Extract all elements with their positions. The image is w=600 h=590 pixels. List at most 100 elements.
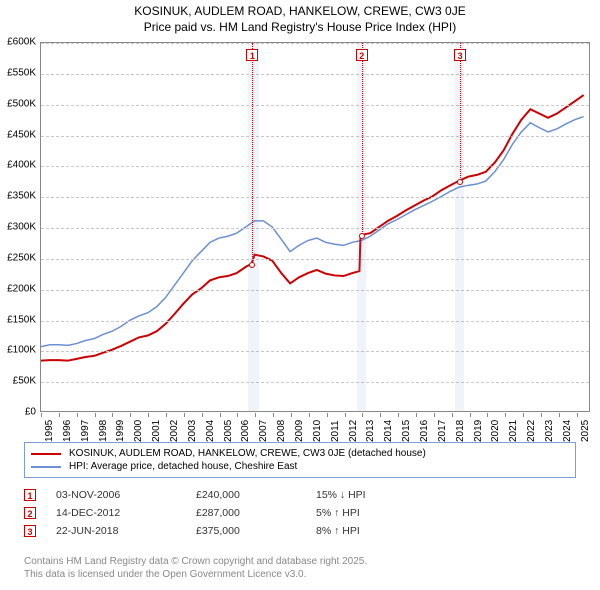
x-tick	[327, 413, 328, 417]
legend-label-series1: KOSINUK, AUDLEM ROAD, HANKELOW, CREWE, C…	[69, 448, 426, 459]
title-subtitle: Price paid vs. HM Land Registry's House …	[0, 20, 600, 34]
x-axis-label: 2009	[294, 420, 305, 442]
y-axis-label: £400K	[0, 160, 36, 171]
marker-point	[457, 179, 463, 185]
x-axis-label: 2000	[133, 420, 144, 442]
x-tick	[505, 413, 506, 417]
event-marker-2: 2	[24, 507, 36, 519]
event-marker-1: 1	[24, 489, 36, 501]
chart-container: KOSINUK, AUDLEM ROAD, HANKELOW, CREWE, C…	[0, 0, 600, 590]
x-tick	[487, 413, 488, 417]
x-tick	[541, 413, 542, 417]
x-tick	[202, 413, 203, 417]
x-tick	[380, 413, 381, 417]
y-axis-label: £100K	[0, 345, 36, 356]
event-date-1: 03-NOV-2006	[56, 489, 196, 501]
event-row-3: 3 22-JUN-2018 £375,000 8% ↑ HPI	[24, 522, 576, 540]
y-axis-label: £250K	[0, 252, 36, 263]
x-axis-label: 2019	[473, 420, 484, 442]
gridline-h	[41, 166, 589, 167]
x-tick	[112, 413, 113, 417]
x-axis-label: 2002	[169, 420, 180, 442]
x-axis-label: 2003	[187, 420, 198, 442]
event-table: 1 03-NOV-2006 £240,000 15% ↓ HPI 2 14-DE…	[24, 486, 576, 540]
footer-line1: Contains HM Land Registry data © Crown c…	[24, 556, 576, 569]
x-axis-label: 2010	[312, 420, 323, 442]
x-axis-label: 2021	[508, 420, 519, 442]
event-row-2: 2 14-DEC-2012 £287,000 5% ↑ HPI	[24, 504, 576, 522]
x-tick	[559, 413, 560, 417]
x-axis-label: 2017	[437, 420, 448, 442]
x-axis-label: 2018	[455, 420, 466, 442]
legend-row-series2: HPI: Average price, detached house, Ches…	[31, 460, 569, 473]
x-axis-label: 2023	[544, 420, 555, 442]
gridline-h	[41, 228, 589, 229]
x-axis-label: 2011	[330, 420, 341, 442]
y-axis-label: £150K	[0, 314, 36, 325]
x-tick	[77, 413, 78, 417]
gridline-h	[41, 105, 589, 106]
marker-label: 2	[356, 49, 368, 61]
y-axis-label: £300K	[0, 222, 36, 233]
marker-point	[359, 233, 365, 239]
x-tick	[273, 413, 274, 417]
x-axis-label: 2007	[258, 420, 269, 442]
x-tick	[523, 413, 524, 417]
y-axis-label: £50K	[0, 376, 36, 387]
y-axis-label: £500K	[0, 98, 36, 109]
x-axis-label: 2005	[223, 420, 234, 442]
gridline-h	[41, 74, 589, 75]
legend-row-series1: KOSINUK, AUDLEM ROAD, HANKELOW, CREWE, C…	[31, 447, 569, 460]
event-delta-2: 5% ↑ HPI	[316, 507, 456, 519]
marker-label: 3	[454, 49, 466, 61]
gridline-h	[41, 136, 589, 137]
footer-line2: This data is licensed under the Open Gov…	[24, 569, 576, 582]
event-date-2: 14-DEC-2012	[56, 507, 196, 519]
x-tick	[166, 413, 167, 417]
x-axis-label: 2022	[526, 420, 537, 442]
x-axis-label: 2016	[419, 420, 430, 442]
x-tick	[362, 413, 363, 417]
x-tick	[398, 413, 399, 417]
x-tick	[434, 413, 435, 417]
x-axis-label: 2020	[490, 420, 501, 442]
gridline-h	[41, 43, 589, 44]
event-delta-3: 8% ↑ HPI	[316, 525, 456, 537]
chart-lines-svg	[41, 43, 589, 411]
y-axis-label: £350K	[0, 191, 36, 202]
legend-swatch-blue	[31, 466, 61, 468]
event-price-2: £287,000	[196, 507, 316, 519]
y-axis-label: £0	[0, 407, 36, 418]
x-tick	[416, 413, 417, 417]
x-tick	[130, 413, 131, 417]
chart-plot-area: 1 2 3	[40, 42, 590, 412]
y-axis-label: £600K	[0, 37, 36, 48]
x-axis-label: 1997	[80, 420, 91, 442]
gridline-h	[41, 351, 589, 352]
event-row-1: 1 03-NOV-2006 £240,000 15% ↓ HPI	[24, 486, 576, 504]
x-tick	[237, 413, 238, 417]
x-tick	[577, 413, 578, 417]
gridline-h	[41, 290, 589, 291]
x-axis-label: 2015	[401, 420, 412, 442]
x-tick	[452, 413, 453, 417]
x-tick	[255, 413, 256, 417]
x-axis-label: 1995	[44, 420, 55, 442]
x-tick	[291, 413, 292, 417]
title-block: KOSINUK, AUDLEM ROAD, HANKELOW, CREWE, C…	[0, 0, 600, 34]
x-axis-label: 2008	[276, 420, 287, 442]
y-axis-label: £450K	[0, 129, 36, 140]
marker-label: 1	[246, 49, 258, 61]
x-axis-label: 2001	[151, 420, 162, 442]
x-axis-label: 2012	[348, 420, 359, 442]
x-axis-label: 2024	[562, 420, 573, 442]
x-axis-label: 1996	[62, 420, 73, 442]
x-tick	[41, 413, 42, 417]
x-tick	[184, 413, 185, 417]
event-price-1: £240,000	[196, 489, 316, 501]
x-axis-label: 2013	[365, 420, 376, 442]
gridline-h	[41, 382, 589, 383]
legend-label-series2: HPI: Average price, detached house, Ches…	[69, 461, 297, 472]
x-tick	[309, 413, 310, 417]
gridline-h	[41, 197, 589, 198]
